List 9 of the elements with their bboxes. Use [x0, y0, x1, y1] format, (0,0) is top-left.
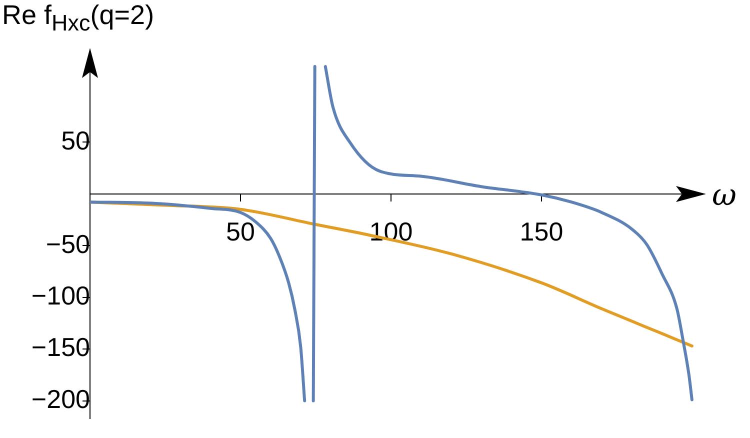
- y-tick-label: 50: [61, 125, 90, 156]
- y-tick-label: −50: [46, 228, 90, 259]
- x-tick-label: 50: [226, 216, 255, 247]
- y-tick-label: −200: [31, 384, 90, 414]
- y-tick-label: −150: [31, 332, 90, 362]
- y-axis-title: Re f$_{Hxc}$(q=2): [2, 0, 154, 36]
- x-tick-label: 150: [520, 216, 564, 247]
- x-axis-title: ω: [712, 178, 736, 213]
- y-tick-label: −100: [31, 280, 90, 310]
